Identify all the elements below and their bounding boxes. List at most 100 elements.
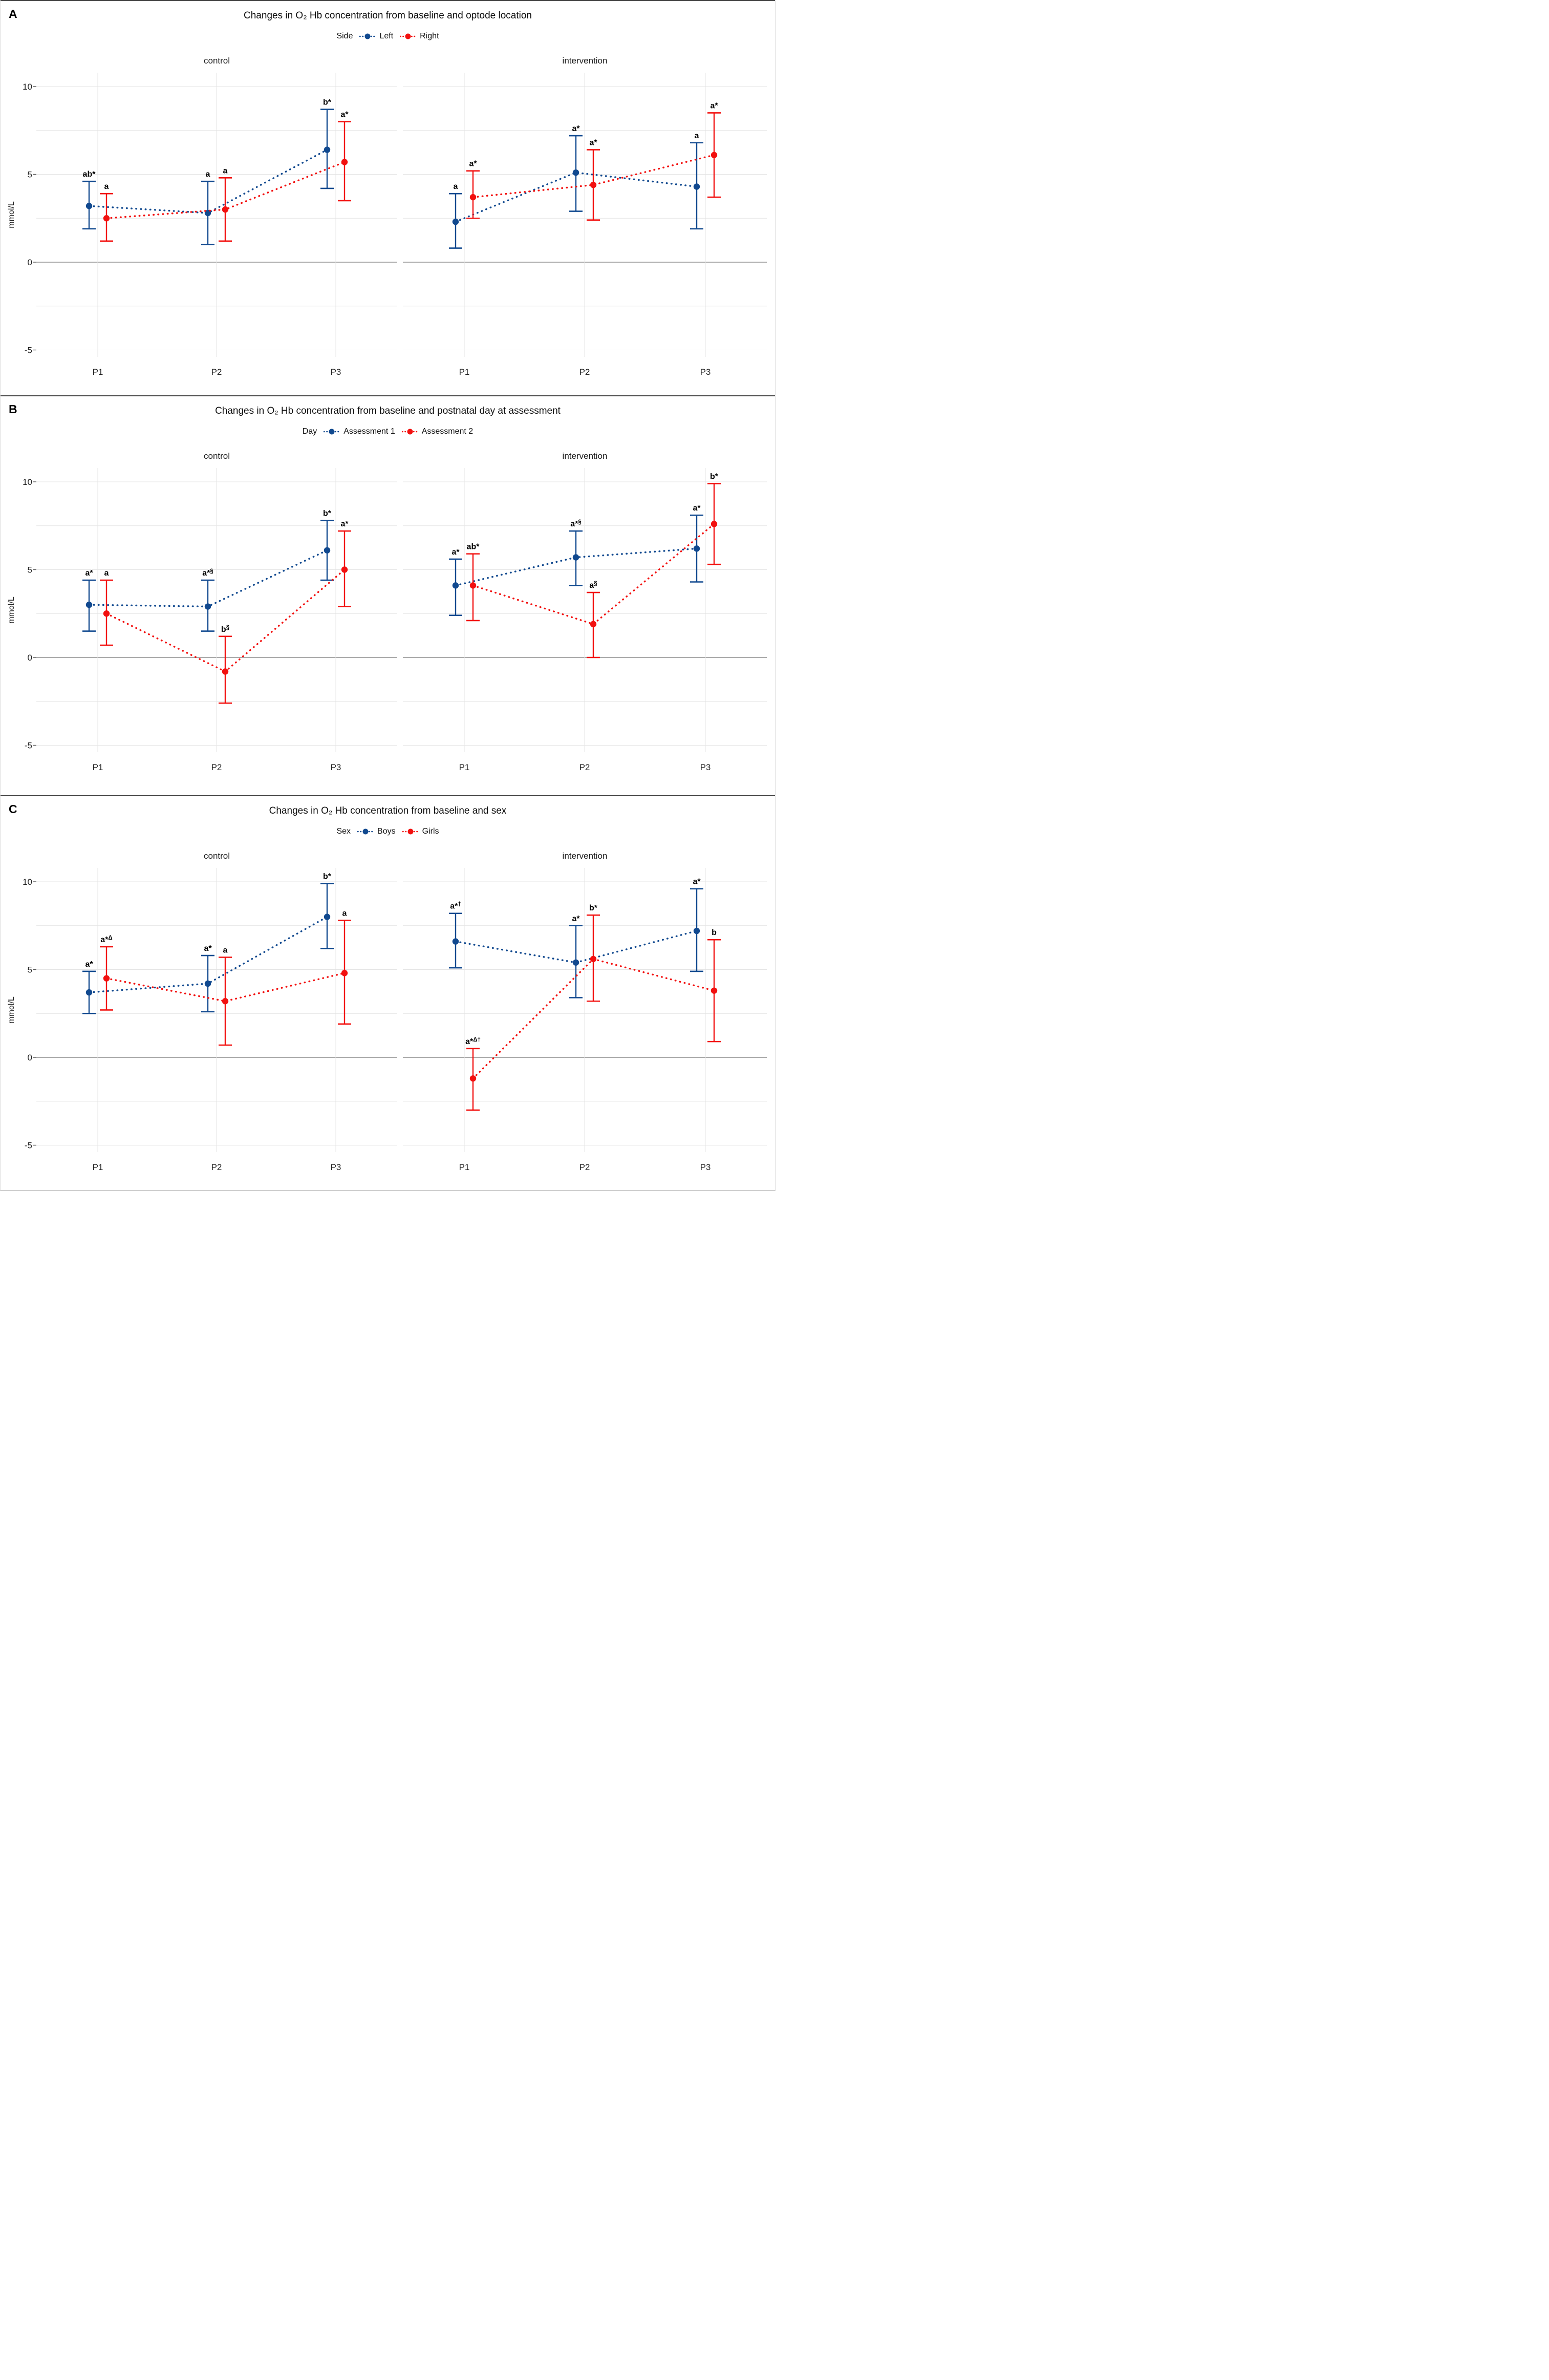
x-tick-label: P2: [211, 1162, 222, 1172]
legend-item: Assessment 1: [324, 427, 395, 436]
x-tick-label: P1: [459, 1162, 470, 1172]
series-assessment-2: a b§ a*: [100, 520, 351, 704]
series-right: a* a* a*: [466, 101, 721, 221]
legend: Day Assessment 1 Assessment 2: [1, 427, 775, 436]
data-point: [590, 621, 597, 628]
figure: 10 5 0 -5 mmol/L control P1 P2 P3 ab* a b* a a a* inter…: [0, 0, 776, 1191]
x-tick-label: P2: [579, 1162, 590, 1172]
series-left: ab* ab*: [82, 98, 334, 246]
x-tick-label: P3: [331, 1162, 341, 1172]
annotation-label: a§: [589, 581, 597, 590]
x-tick-label: P3: [700, 762, 711, 772]
legend-item-label: Assessment 1: [343, 427, 395, 436]
annotation-label: a*: [693, 504, 701, 513]
y-axis-title: mmol/L: [7, 597, 16, 624]
facet-label: control: [204, 56, 230, 66]
legend-marker-icon: [359, 33, 376, 39]
data-point: [693, 183, 700, 190]
x-tick-label: P2: [211, 762, 222, 772]
data-point: [204, 980, 211, 987]
annotation-label: a: [454, 182, 458, 191]
annotation-label: b*: [589, 904, 598, 912]
annotation-label: a*: [710, 101, 718, 110]
x-tick-label: P2: [579, 762, 590, 772]
data-point: [590, 181, 597, 188]
annotation-label: a*: [572, 124, 580, 133]
panel-b: 10 5 0 -5 mmol/L control P1 P2 P3 a* a*§ b* a b§ a* int…: [1, 395, 775, 795]
data-point: [469, 194, 477, 201]
annotation-label: a: [342, 909, 347, 918]
annotation-label: a*: [589, 138, 597, 147]
annotation-label: a: [223, 946, 228, 954]
legend-item-label: Left: [379, 32, 394, 40]
data-point: [85, 989, 93, 996]
series-line: [455, 172, 698, 223]
svg-text:5: 5: [28, 170, 32, 180]
annotation-label: a: [223, 166, 228, 175]
data-point: [452, 938, 459, 945]
x-tick-label: P3: [331, 367, 341, 377]
facet-label: intervention: [563, 56, 608, 66]
data-point: [590, 955, 597, 963]
panel-letter: B: [9, 402, 17, 416]
annotation-label: a*Δ†: [465, 1037, 481, 1046]
facet-label: control: [204, 451, 230, 461]
data-point: [85, 601, 93, 608]
legend-item: Boys: [357, 827, 396, 836]
annotation-label: a*§: [570, 519, 582, 528]
data-point: [204, 603, 211, 610]
data-point: [711, 987, 718, 994]
data-point: [452, 582, 459, 589]
data-point: [711, 152, 718, 158]
series-assessment-2: ab* a§ b*: [466, 472, 721, 658]
data-point: [222, 206, 229, 213]
y-axis-title: mmol/L: [7, 996, 16, 1024]
annotation-label: a*: [85, 569, 93, 578]
annotation-label: ab*: [467, 543, 480, 551]
svg-text:0: 0: [28, 1053, 32, 1062]
panel-a: 10 5 0 -5 mmol/L control P1 P2 P3 ab* a b* a a a* inter…: [1, 0, 775, 395]
legend-item: Left: [359, 32, 393, 41]
legend: Side Left Right: [1, 32, 775, 41]
annotation-label: a*: [340, 111, 349, 119]
legend-marker-icon: [402, 828, 419, 835]
legend-item: Assessment 2: [401, 427, 473, 436]
x-tick-label: P3: [700, 367, 711, 377]
data-point: [572, 169, 579, 176]
data-point: [222, 668, 229, 675]
data-point: [324, 547, 331, 554]
annotation-label: a*†: [450, 902, 461, 911]
annotation-label: a*§: [202, 568, 213, 578]
annotation-label: a*: [204, 944, 212, 953]
data-point: [341, 159, 348, 165]
data-point: [572, 959, 579, 966]
legend-title: Day: [302, 427, 317, 436]
x-tick-label: P1: [459, 762, 470, 772]
plot-canvas-c: 10 5 0 -5 mmol/L control P1 P2 P3 a* a* b* a*Δ a a inte…: [7, 851, 767, 1172]
legend-title: Side: [336, 32, 353, 40]
y-axis: 10 5 0 -5 mmol/L: [7, 477, 36, 751]
legend: Sex Boys Girls: [1, 827, 775, 836]
annotation-label: b*: [323, 98, 332, 107]
annotation-label: a: [104, 569, 109, 578]
series-boys: a* a* b*: [82, 872, 334, 1014]
legend-item: Right: [400, 32, 439, 41]
x-tick-label: P1: [93, 1162, 103, 1172]
x-tick-label: P3: [331, 762, 341, 772]
data-point: [103, 975, 110, 982]
data-point: [341, 970, 348, 976]
facet-control: control P1 P2 P3 a* a* b* a*Δ a a: [36, 851, 397, 1172]
annotation-label: a*: [85, 960, 93, 969]
svg-text:0: 0: [28, 258, 32, 267]
data-point: [452, 218, 459, 225]
data-point: [204, 209, 211, 217]
facet-label: intervention: [563, 451, 608, 461]
annotation-label: b*: [323, 872, 332, 881]
annotation-label: b§: [221, 625, 229, 634]
series-girls: a*Δ a a: [100, 909, 351, 1046]
data-point: [711, 521, 718, 527]
annotation-label: a: [206, 170, 210, 179]
data-point: [572, 554, 579, 561]
